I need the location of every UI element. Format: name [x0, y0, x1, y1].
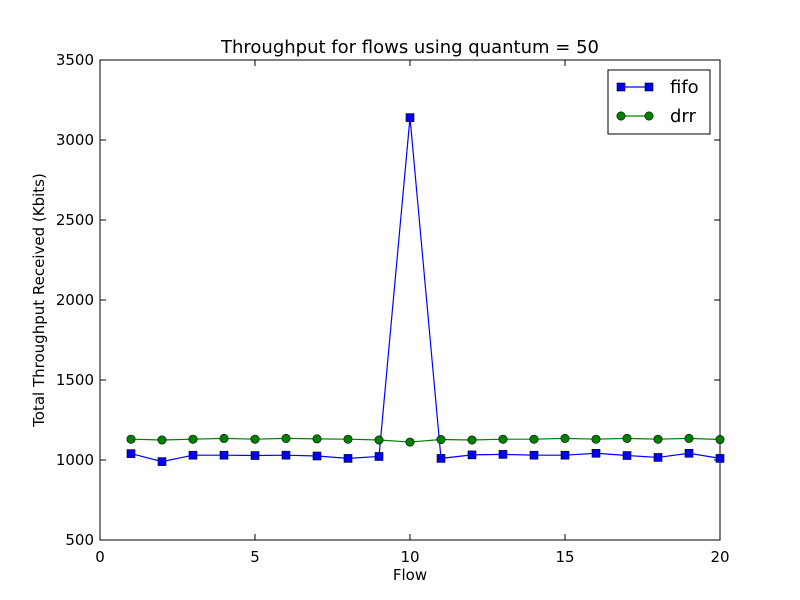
- data-point-drr: [436, 435, 446, 445]
- data-point-fifo: [157, 457, 167, 466]
- series-fifo: [126, 113, 725, 466]
- legend-drr-marker: [616, 111, 626, 121]
- data-point-drr: [529, 434, 539, 444]
- data-point-drr: [312, 434, 322, 444]
- legend-fifo-label: fifo: [670, 77, 699, 98]
- data-point-drr: [219, 433, 229, 443]
- data-point-fifo: [715, 454, 725, 463]
- data-point-fifo: [560, 450, 570, 460]
- data-point-fifo: [126, 449, 136, 458]
- data-point-drr: [622, 433, 632, 443]
- y-tick-label: 1500: [56, 371, 94, 389]
- legend-fifo-marker: [616, 82, 626, 92]
- legend-drr-marker: [644, 111, 654, 121]
- data-point-fifo: [529, 450, 539, 460]
- data-point-drr: [684, 433, 694, 443]
- data-point-drr: [405, 437, 415, 447]
- data-point-drr: [343, 434, 353, 444]
- y-tick-label: 3000: [56, 131, 94, 149]
- data-point-drr: [591, 434, 601, 444]
- data-point-fifo: [374, 452, 384, 461]
- legend-fifo-marker: [644, 82, 654, 92]
- data-point-fifo: [343, 454, 353, 463]
- y-axis-label: Total Throughput Received (Kbits): [30, 173, 48, 428]
- data-point-drr: [498, 434, 508, 444]
- plot-area: [99, 59, 721, 541]
- series-line-fifo: [130, 117, 721, 463]
- data-point-drr: [560, 433, 570, 443]
- data-point-fifo: [498, 450, 508, 459]
- y-axis: 500 1000 1500 2000 2500 3000 3500: [56, 51, 720, 549]
- data-point-drr: [126, 434, 136, 444]
- x-tick-label: 5: [250, 548, 260, 566]
- data-point-fifo: [591, 448, 601, 458]
- chart-title: Throughput for flows using quantum = 50: [220, 37, 599, 58]
- data-point-drr: [188, 434, 198, 444]
- y-tick-label: 1000: [56, 451, 94, 469]
- data-point-fifo: [281, 450, 291, 460]
- x-tick-label: 20: [710, 548, 729, 566]
- data-point-fifo: [467, 450, 477, 460]
- y-tick-label: 500: [65, 531, 94, 549]
- data-point-drr: [281, 433, 291, 443]
- data-point-drr: [653, 434, 663, 444]
- data-point-drr: [715, 435, 725, 445]
- legend-box: [607, 69, 711, 135]
- data-point-drr: [467, 435, 477, 445]
- x-tick-label: 0: [95, 548, 105, 566]
- legend-drr-label: drr: [670, 106, 697, 127]
- data-point-fifo: [622, 451, 632, 460]
- data-point-drr: [157, 435, 167, 445]
- x-axis-label: Flow: [393, 566, 427, 584]
- data-point-fifo: [188, 450, 198, 460]
- y-tick-label: 2500: [56, 211, 94, 229]
- data-point-drr: [250, 434, 260, 444]
- data-point-drr: [374, 435, 384, 445]
- data-point-fifo: [436, 454, 446, 463]
- x-tick-label: 15: [555, 548, 574, 566]
- data-point-fifo: [405, 113, 415, 122]
- series-layer: [126, 113, 725, 466]
- y-tick-label: 3500: [56, 51, 94, 69]
- series-drr: [126, 433, 725, 447]
- legend: fifo drr: [607, 69, 711, 135]
- data-point-fifo: [684, 448, 694, 458]
- x-axis: 0 5 10 15 20: [95, 60, 730, 566]
- data-point-fifo: [219, 450, 229, 460]
- x-tick-label: 10: [400, 548, 419, 566]
- data-point-fifo: [250, 451, 260, 460]
- data-point-fifo: [312, 451, 322, 461]
- y-tick-label: 2000: [56, 291, 94, 309]
- series-line-drr: [130, 437, 721, 443]
- data-point-fifo: [653, 453, 663, 462]
